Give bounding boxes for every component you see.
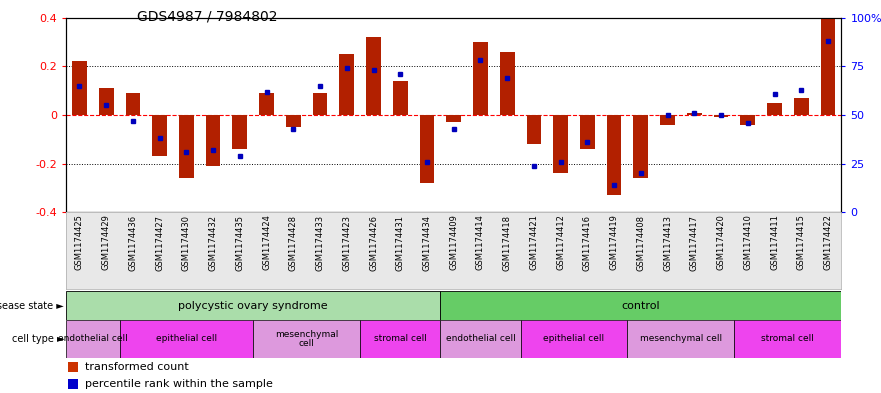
Text: GSM1174431: GSM1174431	[396, 215, 404, 270]
Bar	[233, 115, 248, 149]
Text: GSM1174430: GSM1174430	[181, 215, 191, 270]
Text: GSM1174417: GSM1174417	[690, 215, 699, 270]
Bar	[714, 115, 729, 118]
Text: epithelial cell: epithelial cell	[544, 334, 604, 343]
Text: GSM1174425: GSM1174425	[75, 215, 84, 270]
Text: GSM1174418: GSM1174418	[503, 215, 512, 270]
Text: GSM1174421: GSM1174421	[529, 215, 538, 270]
Bar	[419, 115, 434, 183]
Text: GSM1174412: GSM1174412	[556, 215, 565, 270]
Text: GSM1174420: GSM1174420	[716, 215, 726, 270]
Bar	[313, 93, 328, 115]
Text: GSM1174419: GSM1174419	[610, 215, 618, 270]
Bar	[69, 379, 78, 389]
Bar	[473, 42, 488, 115]
Bar	[69, 362, 78, 373]
Bar	[687, 112, 701, 115]
Text: GSM1174416: GSM1174416	[583, 215, 592, 270]
Bar	[627, 320, 735, 358]
Bar	[660, 115, 675, 125]
Bar	[521, 320, 627, 358]
Text: stromal cell: stromal cell	[374, 334, 426, 343]
Bar	[580, 115, 595, 149]
Text: cell type ►: cell type ►	[11, 334, 64, 344]
Bar	[553, 115, 568, 173]
Text: GSM1174408: GSM1174408	[636, 215, 646, 270]
Bar	[633, 115, 648, 178]
Text: GSM1174411: GSM1174411	[770, 215, 779, 270]
Text: GSM1174426: GSM1174426	[369, 215, 378, 270]
Text: GSM1174427: GSM1174427	[155, 215, 164, 270]
Text: mesenchymal cell: mesenchymal cell	[640, 334, 722, 343]
Bar	[126, 93, 140, 115]
Text: GSM1174423: GSM1174423	[343, 215, 352, 270]
Text: GSM1174428: GSM1174428	[289, 215, 298, 270]
Bar	[440, 320, 521, 358]
Bar	[152, 115, 167, 156]
Bar	[66, 320, 120, 358]
Text: disease state ►: disease state ►	[0, 301, 64, 310]
Text: GSM1174433: GSM1174433	[315, 215, 324, 271]
Bar	[206, 115, 220, 166]
Bar	[393, 81, 408, 115]
Text: GSM1174422: GSM1174422	[824, 215, 833, 270]
Text: GDS4987 / 7984802: GDS4987 / 7984802	[137, 10, 277, 24]
Bar	[360, 320, 440, 358]
Bar	[120, 320, 253, 358]
Text: control: control	[621, 301, 660, 310]
Bar	[500, 52, 515, 115]
Bar	[286, 115, 300, 127]
Text: GSM1174436: GSM1174436	[129, 215, 137, 271]
Text: GSM1174415: GSM1174415	[796, 215, 806, 270]
Bar	[179, 115, 194, 178]
Bar	[740, 115, 755, 125]
Bar	[259, 93, 274, 115]
Text: polycystic ovary syndrome: polycystic ovary syndrome	[178, 301, 328, 310]
Bar	[66, 291, 440, 320]
Bar	[99, 88, 114, 115]
Text: endothelial cell: endothelial cell	[446, 334, 515, 343]
Bar	[607, 115, 621, 195]
Text: GSM1174434: GSM1174434	[423, 215, 432, 270]
Bar	[794, 98, 809, 115]
Bar	[253, 320, 360, 358]
Bar	[72, 61, 87, 115]
Text: transformed count: transformed count	[85, 362, 189, 372]
Text: stromal cell: stromal cell	[761, 334, 814, 343]
Bar	[339, 54, 354, 115]
Bar	[440, 291, 841, 320]
Text: GSM1174409: GSM1174409	[449, 215, 458, 270]
Text: GSM1174413: GSM1174413	[663, 215, 672, 270]
Text: GSM1174432: GSM1174432	[209, 215, 218, 270]
Text: GSM1174429: GSM1174429	[101, 215, 111, 270]
Bar	[767, 103, 781, 115]
Text: GSM1174410: GSM1174410	[744, 215, 752, 270]
Text: GSM1174424: GSM1174424	[262, 215, 271, 270]
Text: GSM1174414: GSM1174414	[476, 215, 485, 270]
Text: epithelial cell: epithelial cell	[156, 334, 217, 343]
Bar	[366, 37, 381, 115]
Bar	[820, 18, 835, 115]
Bar	[735, 320, 841, 358]
Bar	[447, 115, 461, 122]
Bar	[527, 115, 541, 144]
Text: percentile rank within the sample: percentile rank within the sample	[85, 379, 272, 389]
Text: GSM1174435: GSM1174435	[235, 215, 244, 270]
Text: endothelial cell: endothelial cell	[58, 334, 128, 343]
Text: mesenchymal
cell: mesenchymal cell	[275, 330, 338, 348]
